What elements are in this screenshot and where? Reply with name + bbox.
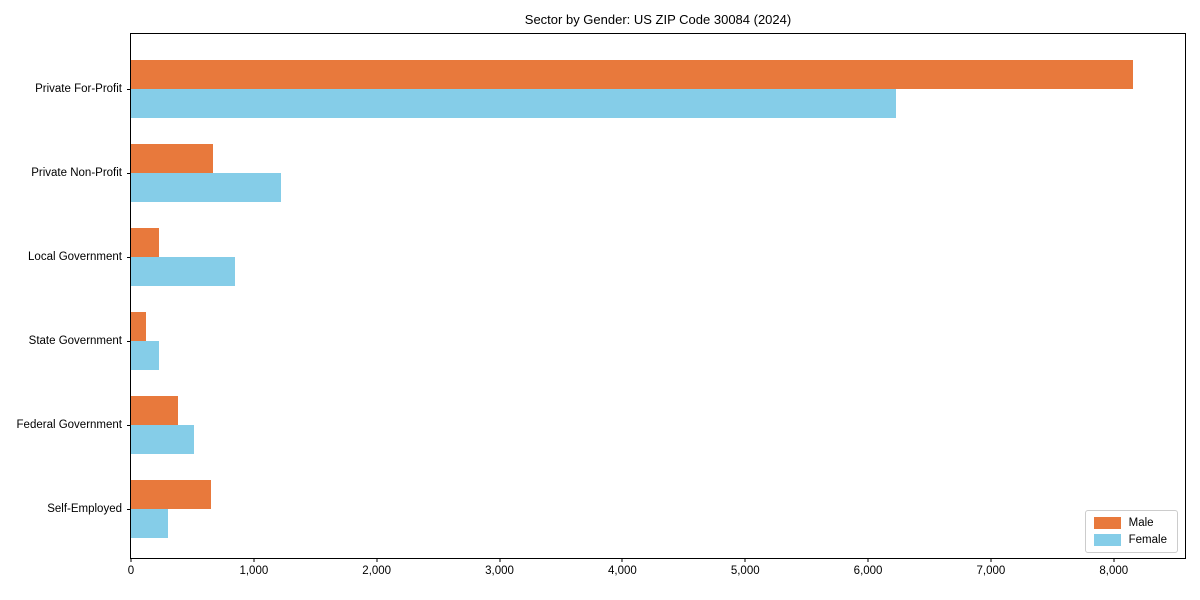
legend: Male Female (1084, 510, 1178, 553)
x-tick-mark (990, 558, 992, 562)
y-tick-mark (127, 341, 131, 342)
x-tick-label: 1,000 (239, 565, 269, 577)
bar-female-federal-government (131, 425, 194, 454)
x-tick-label: 6,000 (853, 565, 883, 577)
y-tick-label: State Government (28, 335, 122, 347)
y-tick-label: Self-Employed (47, 503, 122, 515)
y-tick-mark (127, 509, 131, 510)
x-tick-label: 7,000 (976, 565, 1006, 577)
bar-male-local-government (131, 228, 159, 257)
x-tick-mark (130, 558, 132, 562)
x-tick-label: 8,000 (1099, 565, 1129, 577)
x-tick-mark (744, 558, 746, 562)
legend-swatch-male (1093, 517, 1121, 529)
y-tick-label: Private For-Profit (35, 83, 122, 95)
legend-entry-female: Female (1093, 534, 1167, 546)
legend-entry-male: Male (1093, 517, 1167, 529)
bar-female-private-non-profit (131, 173, 281, 202)
x-tick-label: 0 (127, 565, 135, 577)
x-tick-mark (376, 558, 378, 562)
plot-area: Male Female Private For-Profit Private No… (17, 33, 1186, 577)
chart-title: Sector by Gender: US ZIP Code 30084 (202… (524, 12, 792, 27)
y-tick-mark (127, 89, 131, 90)
legend-swatch-female (1093, 534, 1121, 546)
legend-label-female: Female (1128, 534, 1167, 546)
bar-female-private-for-profit (131, 89, 896, 118)
legend-label-male: Male (1128, 517, 1154, 529)
bar-male-private-for-profit (131, 60, 1134, 89)
bar-male-federal-government (131, 396, 178, 425)
x-tick-label: 2,000 (362, 565, 392, 577)
x-tick-mark (253, 558, 255, 562)
bar-female-local-government (131, 257, 235, 286)
x-tick-mark (1113, 558, 1115, 562)
x-tick-mark (499, 558, 501, 562)
y-tick-label: Private Non-Profit (31, 167, 122, 179)
bar-female-self-employed (131, 509, 169, 538)
x-tick-mark (621, 558, 623, 562)
x-tick-mark (867, 558, 869, 562)
y-tick-mark (127, 257, 131, 258)
x-tick-label: 5,000 (730, 565, 760, 577)
y-tick-mark (127, 425, 131, 426)
bar-female-state-government (131, 341, 160, 370)
bar-male-private-non-profit (131, 144, 213, 173)
bar-male-self-employed (131, 480, 211, 509)
y-tick-label: Local Government (28, 251, 122, 263)
y-tick-label: Federal Government (16, 419, 122, 431)
x-tick-label: 4,000 (607, 565, 637, 577)
y-tick-mark (127, 173, 131, 174)
bar-male-state-government (131, 312, 147, 341)
x-tick-label: 3,000 (485, 565, 514, 577)
